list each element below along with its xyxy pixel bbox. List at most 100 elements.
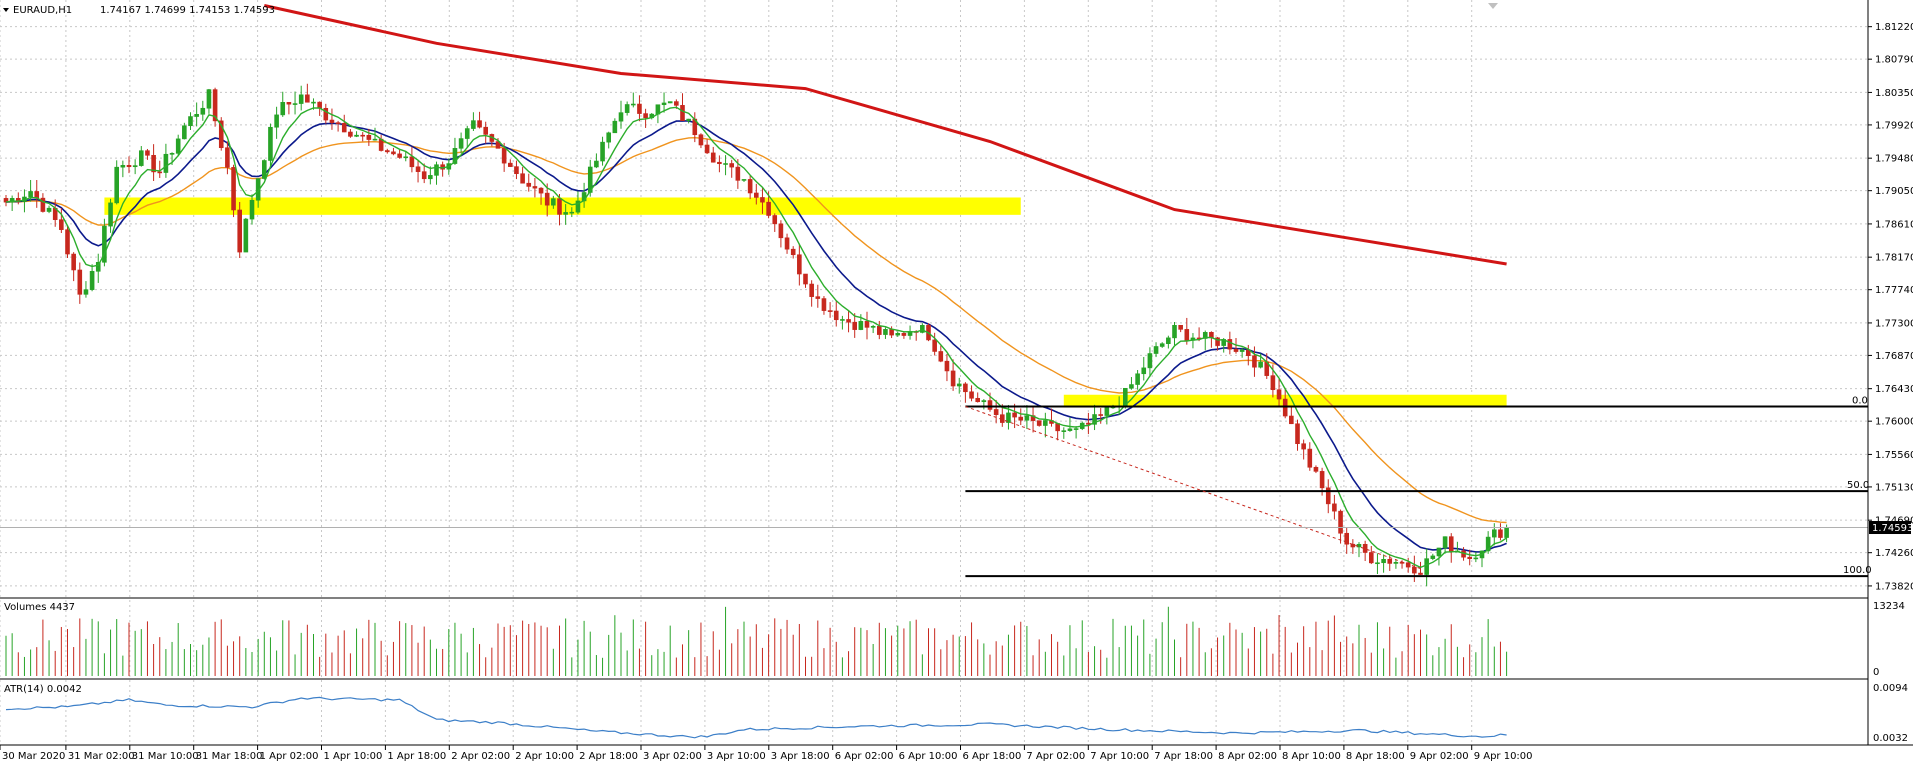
candle-body (1067, 428, 1073, 431)
candle-body (864, 321, 870, 328)
axes (0, 0, 1913, 746)
fib-label-50: 50.0 (1847, 480, 1869, 491)
candle-body (606, 132, 612, 143)
candle-body (409, 156, 415, 168)
candle-body (674, 101, 679, 106)
candle-body (1043, 420, 1048, 426)
time-tick-label: 2 Apr 18:00 (579, 751, 638, 762)
candle-body (1375, 562, 1380, 565)
candle-body (956, 383, 962, 387)
candle-body (46, 207, 52, 212)
candle-body (1141, 367, 1147, 375)
price-tick-label: 1.79050 (1875, 186, 1913, 197)
candle-body (870, 325, 876, 328)
candle-body (760, 197, 765, 203)
candle-body (895, 333, 901, 336)
candle-body (932, 339, 937, 352)
candle-body (421, 171, 427, 180)
candle-body (1325, 487, 1331, 505)
candle-body (1135, 373, 1140, 385)
scroll-marker-icon[interactable] (1488, 3, 1498, 9)
candle-body (833, 310, 839, 321)
candle-body (317, 101, 322, 109)
volume-min-label: 0 (1873, 667, 1879, 678)
price-tick-label: 1.79480 (1875, 154, 1913, 165)
price-tick-label: 1.79920 (1875, 120, 1913, 131)
candle-body (747, 179, 753, 194)
time-tick-label: 3 Apr 02:00 (643, 751, 702, 762)
time-tick-label: 3 Apr 10:00 (707, 751, 766, 762)
candle-body (784, 237, 790, 250)
candle-body (778, 223, 784, 239)
candle-body (194, 113, 199, 117)
time-tick-label: 9 Apr 02:00 (1410, 751, 1469, 762)
candle-body (212, 89, 218, 122)
candle-body (1276, 389, 1282, 400)
candle-body (1448, 536, 1454, 552)
candle-body (311, 101, 316, 104)
candle-body (1006, 412, 1011, 423)
candle-body (1282, 398, 1288, 417)
candle-body (827, 310, 833, 312)
atr-path (5, 696, 1507, 739)
candle-body (993, 409, 999, 415)
candle-body (249, 199, 255, 220)
candle-body (1227, 339, 1233, 350)
candle-body (686, 118, 691, 121)
time-tick-label: 8 Apr 10:00 (1282, 751, 1341, 762)
candle-body (1393, 562, 1399, 564)
candle-body (145, 150, 150, 156)
candle-body (71, 253, 76, 271)
candle-body (594, 160, 599, 168)
collapse-triangle-icon[interactable] (3, 8, 9, 12)
ohlc-label: 1.74167 1.74699 1.74153 1.74593 (100, 5, 275, 16)
fibonacci-retracement[interactable] (0, 405, 1868, 578)
price-tick-label: 1.80790 (1875, 55, 1913, 66)
ma-mid-line (5, 119, 1507, 553)
candle-body (729, 163, 735, 168)
candle-body (1301, 443, 1306, 450)
time-tick-label: 8 Apr 02:00 (1218, 751, 1277, 762)
time-tick-label: 7 Apr 18:00 (1154, 751, 1213, 762)
candle-body (1492, 529, 1497, 538)
candle-body (1215, 337, 1220, 346)
candle-body (852, 321, 858, 330)
candle-body (1387, 559, 1393, 564)
candle-body (458, 138, 464, 149)
candle-body (643, 113, 648, 119)
time-tick-label: 6 Apr 02:00 (835, 751, 894, 762)
candle-body (1307, 448, 1313, 468)
price-tick-label: 1.73820 (1875, 581, 1913, 592)
candle-body (366, 135, 372, 140)
candle-body (132, 165, 138, 168)
volume-max-label: 13234 (1873, 601, 1905, 612)
candle-body (495, 141, 501, 149)
candle-body (1424, 558, 1429, 575)
candle-body (1473, 557, 1479, 560)
candle-body (704, 144, 710, 154)
candle-body (821, 298, 827, 311)
candle-body (1467, 556, 1472, 560)
candle-body (231, 167, 236, 211)
price-tick-label: 1.78610 (1875, 219, 1913, 230)
price-tick-label: 1.76000 (1875, 417, 1913, 428)
candle-body (1485, 536, 1491, 552)
candle-body (944, 360, 950, 372)
time-tick-label: 31 Mar 18:00 (196, 751, 263, 762)
candle-body (1430, 555, 1436, 559)
candle-body (1233, 348, 1239, 352)
candle-body (415, 166, 421, 172)
price-tick-label: 1.81220 (1875, 22, 1913, 33)
candle-body (471, 120, 476, 129)
candle-body (268, 126, 273, 161)
time-tick-label: 30 Mar 2020 (2, 751, 65, 762)
candle-body (348, 131, 353, 137)
candle-body (526, 182, 532, 187)
candle-body (274, 114, 279, 128)
candles (3, 83, 1509, 587)
candle-body (114, 166, 119, 204)
candle-body (151, 155, 156, 173)
candle-body (323, 107, 329, 121)
